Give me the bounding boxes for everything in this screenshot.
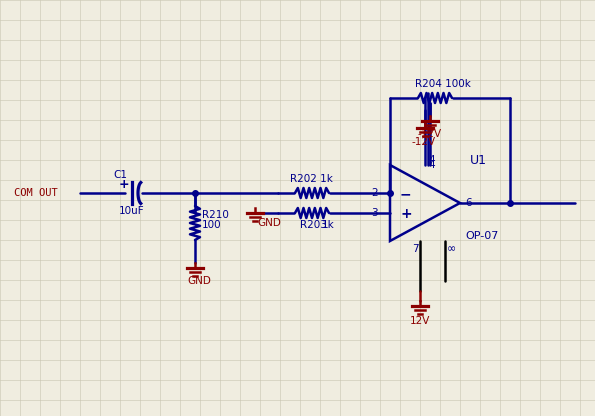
Text: GND: GND bbox=[187, 276, 211, 286]
Text: 7: 7 bbox=[412, 244, 419, 254]
Text: 4: 4 bbox=[428, 155, 434, 165]
Text: 6: 6 bbox=[465, 198, 472, 208]
Text: R210: R210 bbox=[202, 210, 229, 220]
Text: 1k: 1k bbox=[322, 220, 335, 230]
Text: -12V: -12V bbox=[418, 129, 442, 139]
Text: ∞: ∞ bbox=[447, 244, 456, 254]
Text: +: + bbox=[400, 207, 412, 221]
Text: -12V: -12V bbox=[411, 137, 435, 147]
Text: OP-07: OP-07 bbox=[465, 231, 499, 241]
Text: COM OUT: COM OUT bbox=[14, 188, 58, 198]
Text: 100: 100 bbox=[202, 220, 221, 230]
Text: +: + bbox=[119, 178, 130, 191]
Text: 12V: 12V bbox=[410, 316, 430, 326]
Text: U1: U1 bbox=[470, 154, 487, 166]
Text: R202 1k: R202 1k bbox=[290, 174, 333, 184]
Text: −: − bbox=[400, 187, 412, 201]
Text: R204 100k: R204 100k bbox=[415, 79, 471, 89]
Text: R203: R203 bbox=[300, 220, 327, 230]
Text: GND: GND bbox=[257, 218, 281, 228]
Text: 2: 2 bbox=[371, 188, 378, 198]
Text: C1: C1 bbox=[113, 170, 127, 180]
Text: 10uF: 10uF bbox=[119, 206, 145, 216]
Text: 3: 3 bbox=[371, 208, 378, 218]
Text: 4: 4 bbox=[428, 160, 434, 170]
